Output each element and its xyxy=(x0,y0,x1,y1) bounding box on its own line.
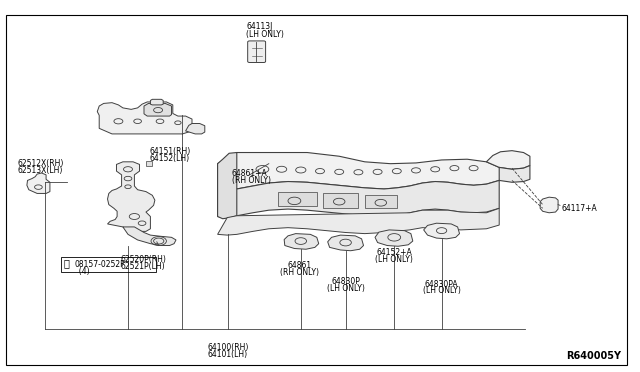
Text: 62512X(RH): 62512X(RH) xyxy=(18,159,64,168)
Polygon shape xyxy=(27,173,50,193)
Bar xyxy=(278,192,317,206)
Bar xyxy=(365,195,397,208)
Text: R640005Y: R640005Y xyxy=(566,351,621,361)
Text: 64113J: 64113J xyxy=(246,22,273,31)
Bar xyxy=(61,257,156,272)
Polygon shape xyxy=(150,99,163,105)
Text: 64830PA: 64830PA xyxy=(425,280,458,289)
Text: 62513X(LH): 62513X(LH) xyxy=(18,166,63,175)
Polygon shape xyxy=(486,151,530,169)
Text: 62521P(LH): 62521P(LH) xyxy=(120,262,165,270)
Text: 64861+A: 64861+A xyxy=(232,169,268,178)
Polygon shape xyxy=(424,223,460,239)
Text: (RH ONLY): (RH ONLY) xyxy=(232,176,271,185)
Text: 62520P(RH): 62520P(RH) xyxy=(120,255,166,264)
Polygon shape xyxy=(123,227,176,246)
Polygon shape xyxy=(499,166,530,182)
Polygon shape xyxy=(284,234,319,249)
Polygon shape xyxy=(108,162,155,231)
Text: 64152+A: 64152+A xyxy=(376,248,412,257)
Text: (LH ONLY): (LH ONLY) xyxy=(422,286,461,295)
Polygon shape xyxy=(218,153,237,219)
FancyBboxPatch shape xyxy=(248,41,266,62)
Text: 08157-0252F: 08157-0252F xyxy=(74,260,125,269)
Bar xyxy=(323,193,358,208)
Polygon shape xyxy=(144,103,172,116)
Polygon shape xyxy=(218,180,499,218)
Text: 64100(RH): 64100(RH) xyxy=(207,343,248,352)
Text: 64152(LH): 64152(LH) xyxy=(149,154,189,163)
Polygon shape xyxy=(97,102,192,134)
Text: 64151(RH): 64151(RH) xyxy=(149,147,190,156)
Text: 64830P: 64830P xyxy=(331,277,360,286)
Text: (4): (4) xyxy=(74,267,90,276)
Bar xyxy=(146,161,152,166)
Text: (LH ONLY): (LH ONLY) xyxy=(326,284,365,293)
Text: 64861: 64861 xyxy=(287,261,312,270)
Text: (LH ONLY): (LH ONLY) xyxy=(246,30,284,39)
Polygon shape xyxy=(218,208,499,235)
Text: 64101(LH): 64101(LH) xyxy=(208,350,248,359)
Polygon shape xyxy=(375,230,413,246)
Polygon shape xyxy=(218,153,502,190)
Text: Ⓑ: Ⓑ xyxy=(63,259,70,268)
Text: (RH ONLY): (RH ONLY) xyxy=(280,268,319,277)
Polygon shape xyxy=(186,124,205,134)
Polygon shape xyxy=(540,197,558,213)
Text: (LH ONLY): (LH ONLY) xyxy=(375,255,413,264)
Polygon shape xyxy=(328,235,364,251)
Text: 64117+A: 64117+A xyxy=(561,204,597,213)
